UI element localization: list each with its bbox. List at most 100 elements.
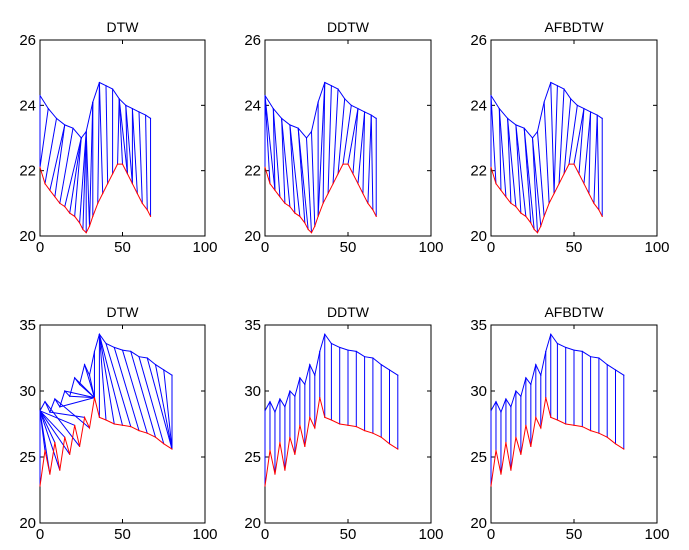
- point-upper: [563, 88, 565, 90]
- y-tick-label: 30: [19, 383, 36, 400]
- series-line-upper: [490, 333, 625, 414]
- point-lower: [141, 202, 143, 204]
- alignment-link: [163, 369, 173, 450]
- point-lower: [550, 416, 552, 418]
- point-lower: [536, 232, 539, 234]
- point-upper: [380, 364, 382, 366]
- point-lower: [545, 397, 547, 399]
- point-lower: [264, 485, 266, 487]
- chart-title: DTW: [107, 19, 140, 35]
- point-lower: [573, 163, 575, 165]
- alignment-link: [264, 95, 271, 184]
- alignment-link: [322, 82, 326, 204]
- point-lower: [372, 209, 374, 211]
- point-upper: [515, 390, 517, 392]
- y-tick-label: 20: [470, 515, 487, 532]
- point-lower: [85, 232, 87, 234]
- point-lower: [598, 432, 600, 434]
- x-tick-label: 50: [340, 239, 357, 256]
- alignment-link: [44, 118, 57, 184]
- alignment-link: [532, 137, 538, 233]
- point-upper: [581, 350, 583, 352]
- series-line-upper: [39, 333, 173, 414]
- alignment-link: [146, 357, 173, 450]
- point-upper: [570, 98, 572, 100]
- point-lower: [543, 215, 545, 217]
- point-upper: [350, 104, 352, 106]
- point-lower: [121, 163, 124, 165]
- point-lower: [495, 449, 497, 451]
- point-lower: [530, 445, 532, 448]
- point-upper: [47, 108, 49, 110]
- x-tick-label: 50: [114, 526, 131, 543]
- point-upper: [69, 395, 71, 397]
- point-lower: [39, 166, 41, 168]
- point-upper: [289, 124, 291, 126]
- point-lower: [364, 430, 366, 432]
- x-tick-label: 50: [114, 239, 131, 256]
- x-tick-label: 100: [192, 526, 217, 543]
- alignment-link: [118, 98, 128, 174]
- point-upper: [623, 374, 625, 376]
- point-upper: [74, 377, 76, 379]
- point-lower: [116, 163, 119, 165]
- point-upper: [88, 374, 91, 376]
- point-upper: [64, 390, 66, 392]
- alignment-link: [130, 351, 156, 438]
- alignment-link: [131, 108, 138, 194]
- point-lower: [623, 448, 625, 450]
- point-upper: [146, 357, 148, 359]
- point-lower: [500, 189, 502, 191]
- alignment-link: [490, 95, 497, 184]
- alignment-link: [39, 108, 49, 168]
- point-lower: [540, 225, 542, 227]
- y-tick-label: 20: [470, 228, 487, 245]
- point-upper: [324, 333, 326, 335]
- point-lower: [548, 202, 550, 204]
- point-upper: [80, 137, 82, 139]
- alignment-link: [550, 82, 555, 194]
- chart-title: AFBDTW: [544, 19, 604, 35]
- point-upper: [590, 111, 592, 113]
- chart-title: DDTW: [327, 19, 370, 35]
- alignment-link: [357, 111, 366, 184]
- y-tick-label: 22: [470, 163, 487, 180]
- point-upper: [355, 350, 357, 352]
- point-lower: [39, 485, 41, 487]
- point-lower: [69, 212, 71, 214]
- alignment-link: [593, 115, 598, 204]
- point-upper: [319, 350, 321, 352]
- point-lower: [171, 448, 173, 450]
- alignment-link: [310, 131, 316, 227]
- y-tick-label: 35: [244, 317, 261, 334]
- alignment-link: [89, 375, 95, 398]
- point-upper: [284, 406, 286, 408]
- point-upper: [550, 333, 552, 335]
- point-upper: [324, 81, 326, 84]
- point-lower: [136, 192, 138, 195]
- point-upper: [505, 398, 507, 400]
- alignment-link: [327, 85, 332, 194]
- alignment-link: [281, 118, 286, 204]
- point-upper: [531, 137, 534, 139]
- point-lower: [163, 443, 165, 445]
- alignment-link: [317, 82, 326, 217]
- point-upper: [515, 124, 517, 126]
- point-lower: [314, 427, 316, 429]
- point-upper: [573, 349, 575, 351]
- point-upper: [39, 410, 41, 412]
- alignment-link: [532, 137, 542, 227]
- x-tick-label: 100: [418, 526, 443, 543]
- alignment-link: [82, 131, 87, 230]
- point-lower: [49, 189, 51, 191]
- chart-panel-2: DDTW 0 50 100 20 22 24 26: [244, 19, 443, 256]
- alignment-link: [138, 356, 165, 444]
- chart-panel-5: DDTW 0 50 100 20 25 30 35: [244, 304, 443, 543]
- alignment-link: [289, 124, 296, 214]
- alignment-link: [352, 108, 359, 174]
- series-line-lower: [490, 397, 625, 487]
- point-upper: [545, 350, 547, 352]
- point-lower: [520, 212, 522, 214]
- alignment-link: [125, 105, 133, 184]
- point-upper: [530, 383, 532, 385]
